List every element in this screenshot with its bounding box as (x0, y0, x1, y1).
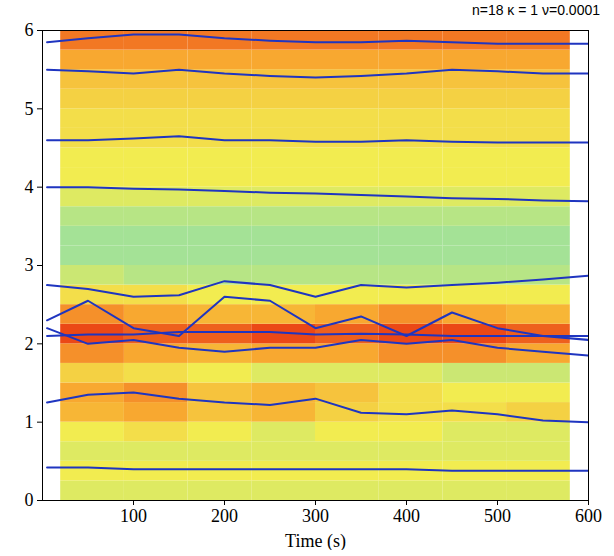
svg-text:400: 400 (393, 506, 420, 526)
svg-text:2: 2 (25, 334, 34, 354)
svg-text:6: 6 (25, 20, 34, 40)
svg-text:3: 3 (25, 255, 34, 275)
svg-text:300: 300 (302, 506, 329, 526)
svg-text:200: 200 (211, 506, 238, 526)
svg-text:4: 4 (25, 177, 34, 197)
svg-text:0: 0 (25, 490, 34, 510)
svg-text:1: 1 (25, 412, 34, 432)
svg-text:100: 100 (120, 506, 147, 526)
svg-text:Time (s): Time (s) (285, 531, 346, 551)
svg-text:500: 500 (484, 506, 511, 526)
html-text:n=18 κ = 1 ν=0.0001: n=18 κ = 1 ν=0.0001 (471, 2, 600, 18)
svg-text:600: 600 (575, 506, 602, 526)
svg-text:5: 5 (25, 99, 34, 119)
